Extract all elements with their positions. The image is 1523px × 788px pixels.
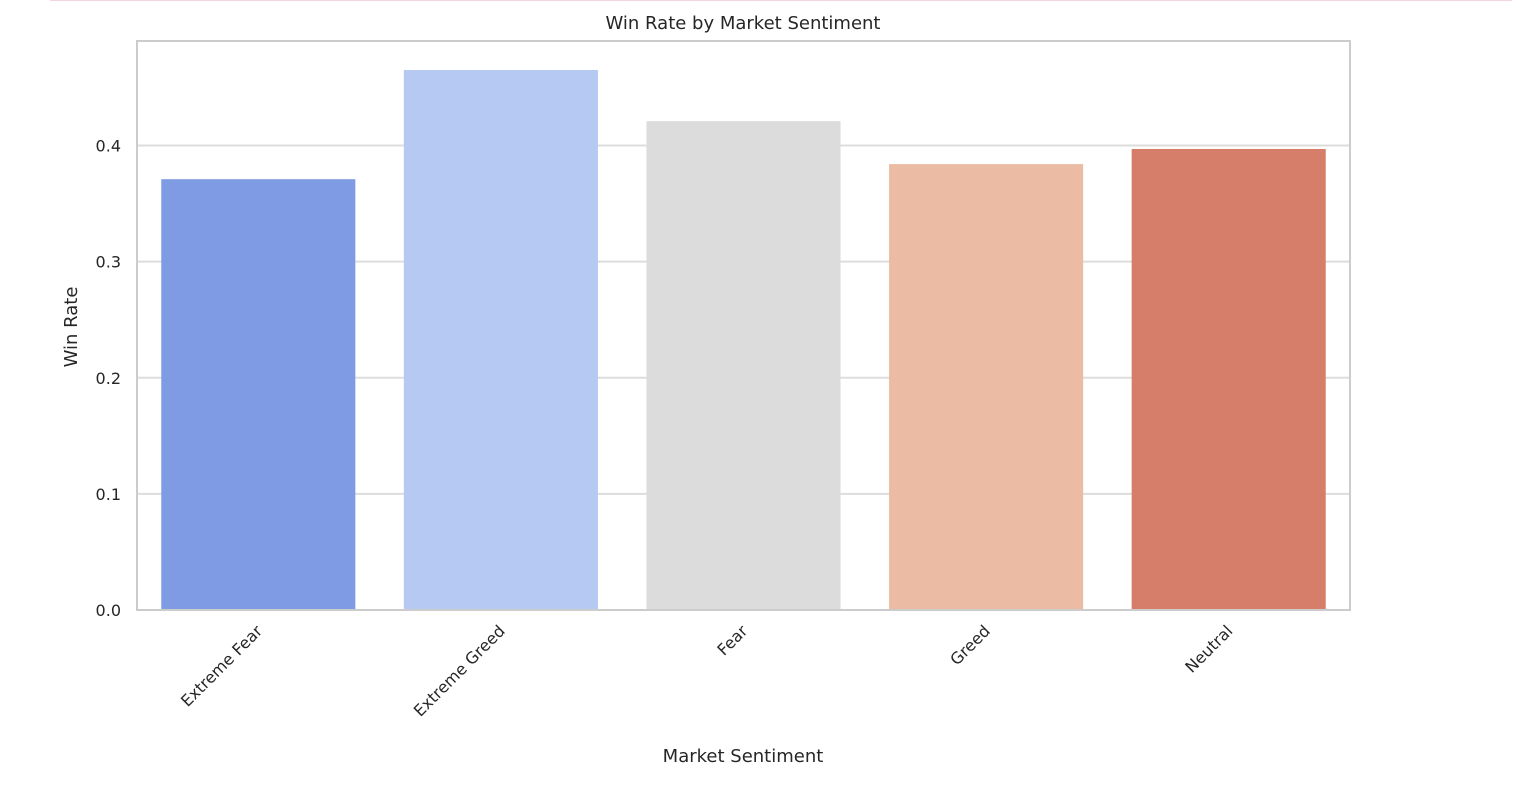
bars	[161, 70, 1326, 611]
top-divider	[50, 0, 1512, 1]
bar-extreme-greed	[403, 70, 598, 610]
x-tick-labels: Extreme Fear Extreme Greed Fear Greed Neutra…	[177, 621, 1236, 720]
bar-extreme-fear	[161, 179, 356, 610]
x-axis-title: Market Sentiment	[663, 746, 824, 767]
y-tick-label: 0.1	[96, 485, 121, 504]
plot-frame	[136, 40, 1351, 611]
bar-neutral	[1131, 148, 1326, 610]
bar-greed	[889, 164, 1084, 611]
y-tick-label: 0.2	[96, 369, 121, 388]
y-axis-title: Win Rate	[61, 287, 82, 368]
y-tick-label: 0.4	[96, 137, 121, 156]
x-tick-label: Extreme Fear	[177, 621, 266, 710]
bar-fear	[646, 121, 841, 611]
x-tick-label: Neutral	[1181, 621, 1236, 676]
y-tick-label: 0.3	[96, 253, 121, 272]
chart-title: Win Rate by Market Sentiment	[606, 13, 881, 34]
y-tick-labels: 0.0 0.1 0.2 0.3 0.4	[96, 137, 121, 620]
y-tick-label: 0.0	[96, 601, 121, 620]
x-tick-label: Extreme Greed	[410, 621, 509, 720]
x-tick-label: Greed	[946, 621, 994, 669]
x-tick-label: Fear	[713, 621, 751, 659]
